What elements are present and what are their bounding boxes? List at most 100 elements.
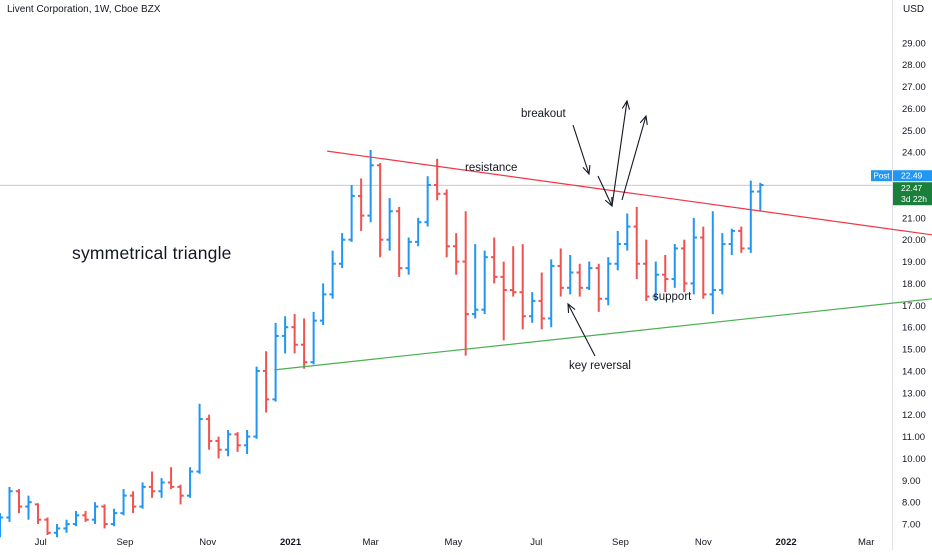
ohlc-bar — [120, 489, 127, 516]
arrow-shaft — [611, 100, 628, 207]
y-tick-label: 11.00 — [902, 432, 925, 443]
x-tick-label: Mar — [858, 537, 874, 548]
target-arrow-2 — [621, 114, 648, 201]
ohlc-bar — [433, 158, 441, 201]
support-line — [274, 298, 932, 371]
ohlc-bar — [300, 318, 308, 369]
arrow-head — [639, 114, 648, 125]
ohlc-bar — [443, 189, 450, 258]
ohlc-bar — [53, 524, 61, 538]
x-tick-label: Jul — [530, 537, 542, 548]
ohlc-bar — [319, 283, 327, 325]
ohlc-bar — [148, 471, 156, 498]
y-tick-label: 16.00 — [902, 323, 926, 334]
y-tick-label: 21.00 — [902, 213, 926, 224]
y-tick-label: 10.00 — [902, 454, 926, 465]
ohlc-bar — [34, 503, 42, 525]
ohlc-bar — [395, 206, 403, 277]
ohlc-bar — [519, 244, 526, 330]
ohlc-bar — [6, 486, 13, 522]
resistance-line — [327, 150, 932, 236]
y-tick-label: 28.00 — [902, 60, 926, 71]
ohlc-bar — [671, 244, 678, 288]
y-tick-label: 24.00 — [902, 148, 926, 159]
arrow-shaft — [567, 303, 596, 357]
x-tick-label: Nov — [199, 537, 216, 548]
support-label: support — [653, 291, 692, 303]
ohlc-bar — [25, 495, 32, 520]
y-tick-label: 14.00 — [902, 366, 926, 377]
ohlc-bar — [471, 244, 479, 319]
ohlc-bar — [243, 430, 251, 455]
ohlc-bar — [709, 211, 716, 315]
ohlc-bar — [481, 250, 488, 315]
ohlc-bar — [510, 246, 517, 297]
ohlc-bar — [177, 484, 184, 505]
x-tick-label: 2022 — [776, 537, 797, 548]
ohlc-bar — [63, 519, 70, 533]
bar-countdown: 3d 22h — [901, 194, 927, 204]
breakout-arrow — [572, 124, 591, 176]
ohlc-bar — [424, 176, 431, 227]
ohlc-bar — [186, 467, 194, 498]
ohlc-bar — [357, 178, 365, 231]
ohlc-bar — [367, 150, 374, 223]
y-tick-label: 25.00 — [902, 126, 926, 137]
y-tick-label: 29.00 — [902, 38, 926, 49]
y-tick-label: 13.00 — [902, 388, 926, 399]
ohlc-bar — [757, 182, 764, 212]
arrow-head — [621, 99, 630, 110]
ohlc-bar — [338, 233, 346, 269]
ohlc-bar — [15, 489, 23, 514]
ohlc-bar — [82, 510, 89, 522]
ohlc-bar — [215, 436, 222, 459]
ohlc-bar — [405, 237, 412, 275]
ohlc-bar — [452, 233, 460, 275]
post-tag-label-bg — [871, 170, 892, 182]
arrow-shaft — [572, 124, 590, 175]
ohlc-bar — [376, 163, 384, 258]
ohlc-bar — [490, 237, 498, 284]
ohlc-bar — [557, 248, 564, 297]
ohlc-bar — [234, 432, 241, 452]
ohlc-bar — [281, 316, 289, 354]
ohlc-bar — [129, 491, 137, 514]
ohlc-bar — [348, 185, 355, 242]
y-tick-label: 26.00 — [902, 104, 926, 115]
y-tick-label: 19.00 — [902, 257, 926, 268]
y-tick-label: 18.00 — [902, 279, 926, 290]
ohlc-bar — [614, 230, 621, 271]
ohlc-bar — [329, 250, 336, 299]
ohlc-bar — [139, 482, 146, 509]
ohlc-bar — [633, 206, 640, 280]
ohlc-bar — [462, 211, 469, 356]
x-tick-label: Sep — [612, 537, 629, 548]
y-tick-label: 12.00 — [902, 410, 926, 421]
ohlc-bar — [548, 259, 555, 328]
ohlc-bar — [690, 217, 697, 295]
pattern-label: symmetrical triangle — [72, 243, 232, 263]
ohlc-bar — [386, 198, 393, 251]
ohlc-bar — [538, 272, 545, 330]
post-price-tag: Post 22.49 — [871, 170, 932, 182]
ohlc-bar — [595, 263, 602, 312]
ohlc-bar — [529, 292, 536, 323]
ohlc-bar — [576, 263, 583, 297]
ohlc-bar — [586, 261, 593, 290]
ohlc-bar — [643, 239, 650, 301]
breakout-label: breakout — [521, 108, 566, 120]
ohlc-bar — [101, 504, 108, 529]
y-tick-label: 7.00 — [902, 520, 921, 531]
x-tick-label: Jul — [35, 537, 47, 548]
ohlc-bar — [681, 239, 688, 293]
ohlc-bar — [652, 261, 659, 301]
y-tick-label: 9.00 — [902, 476, 921, 487]
post-tag-value: 22.49 — [901, 171, 923, 181]
ohlc-bar — [747, 180, 755, 253]
y-tick-label: 8.00 — [902, 498, 921, 509]
ohlc-bar — [167, 467, 175, 490]
ohlc-bar — [310, 311, 317, 365]
